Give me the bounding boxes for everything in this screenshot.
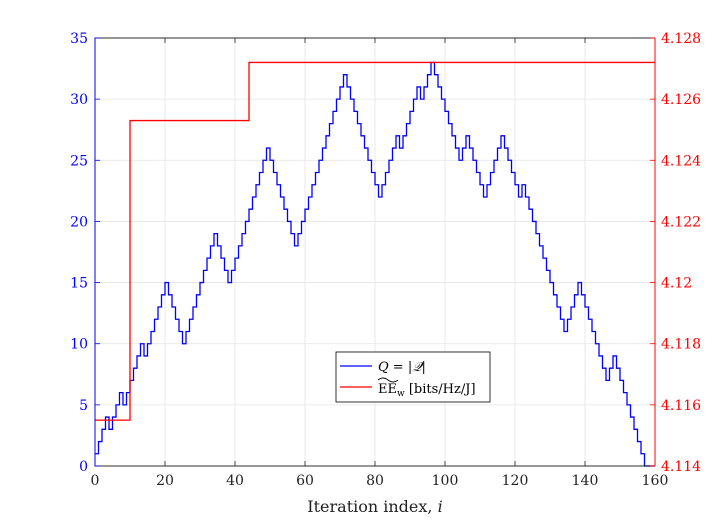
y-left-tick-label-0: 0 — [79, 459, 88, 475]
x-tick-label-6: 120 — [502, 473, 529, 489]
series-line-0 — [95, 61, 655, 467]
y-right-tick-label-0: 4.114 — [661, 459, 701, 475]
y-right-tick-label-1: 4.116 — [661, 398, 701, 414]
legend-ee-sub: w — [397, 389, 405, 399]
x-axis-label-var: i — [438, 497, 443, 516]
y-left-tick-label-7: 35 — [70, 31, 88, 47]
series-layer — [95, 61, 655, 467]
x-tick-label-1: 20 — [156, 473, 174, 489]
x-tick-label-8: 160 — [642, 473, 669, 489]
legend-label-ee: EEw [bits/Hz/J] — [378, 382, 476, 399]
x-tick-label-3: 60 — [296, 473, 314, 489]
x-tick-label-2: 40 — [226, 473, 244, 489]
legend: Q = |𝒬| EEw [bits/Hz/J] — [335, 351, 491, 403]
x-tick-label-7: 140 — [572, 473, 599, 489]
y-left-tick-label-4: 20 — [70, 214, 88, 230]
legend-ee-units: [bits/Hz/J] — [405, 382, 476, 397]
y-left-tick-label-2: 10 — [70, 337, 88, 353]
legend-label-q: Q = |𝒬| — [378, 360, 426, 375]
x-tick-label-4: 80 — [366, 473, 384, 489]
y-right-tick-label-6: 4.126 — [661, 92, 701, 108]
legend-ee-main: EE — [378, 382, 397, 397]
x-axis-label: Iteration index, i — [307, 497, 442, 516]
x-axis-label-text: Iteration index, — [307, 497, 437, 516]
y-left-tick-label-1: 5 — [79, 398, 88, 414]
y-right-tick-label-4: 4.122 — [661, 214, 701, 230]
y-right-tick-label-7: 4.128 — [661, 31, 701, 47]
legend-box — [335, 351, 491, 403]
y-left-tick-label-3: 15 — [70, 276, 88, 292]
y-left-tick-label-5: 25 — [70, 153, 88, 169]
y-right-tick-label-3: 4.12 — [661, 276, 692, 292]
tick-layer: 0 20 40 60 80 100 120 140 160 0 5 10 15 20 25 30 35 4.114… — [70, 31, 701, 489]
x-tick-label-0: 0 — [91, 473, 100, 489]
legend-tilde — [377, 377, 399, 383]
y-right-tick-label-2: 4.118 — [661, 337, 701, 353]
y-right-tick-label-5: 4.124 — [661, 153, 701, 169]
x-tick-label-5: 100 — [432, 473, 459, 489]
series-line-1 — [95, 61, 655, 421]
y-left-tick-label-6: 30 — [70, 92, 88, 108]
